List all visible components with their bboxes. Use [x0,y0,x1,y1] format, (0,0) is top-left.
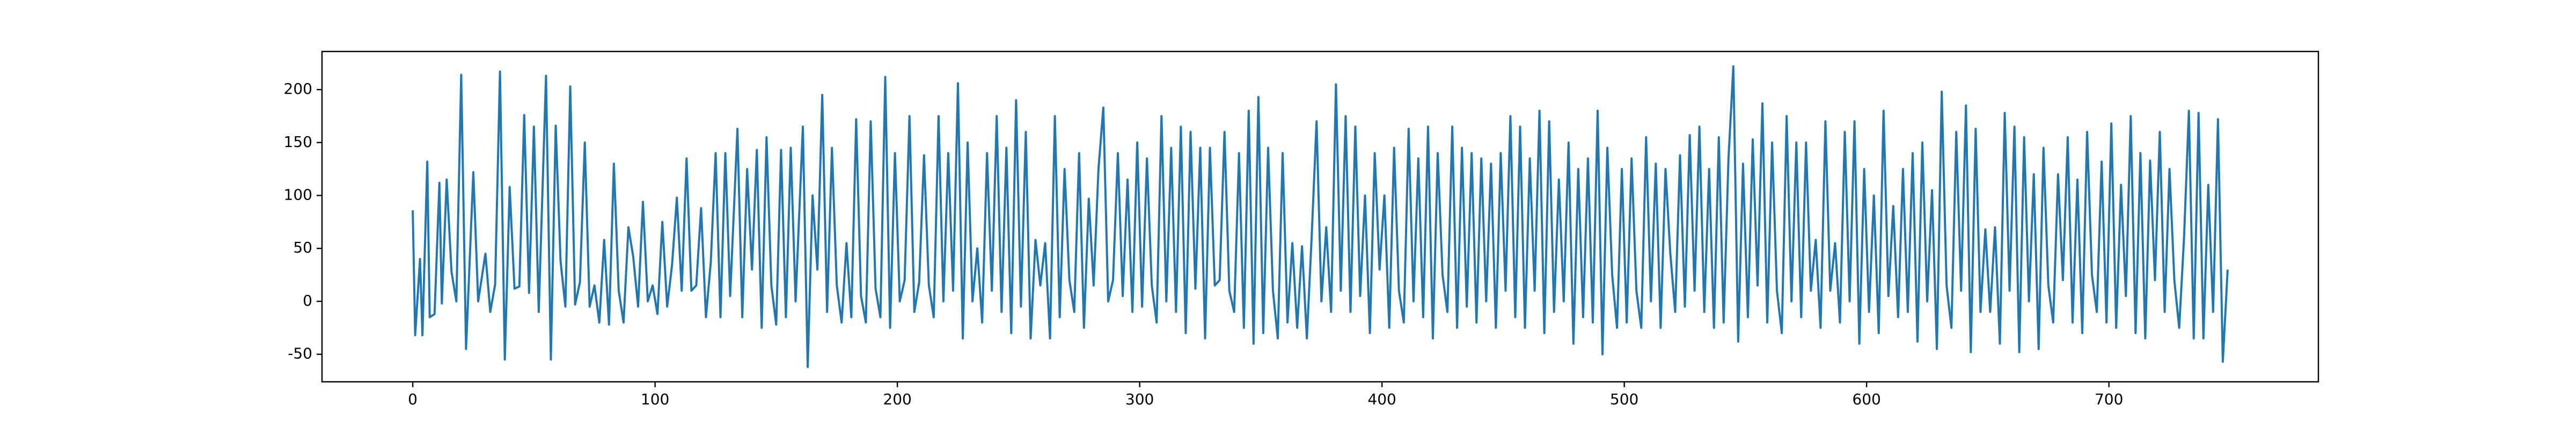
y-tick-label: 0 [303,292,312,309]
x-tick-label: 400 [1367,390,1396,408]
y-tick-label: 200 [284,80,312,98]
y-tick-label: -50 [288,345,312,363]
x-tick-label: 600 [1852,390,1880,408]
x-tick-label: 0 [408,390,418,408]
x-tick-label: 700 [2095,390,2123,408]
x-tick-label: 200 [883,390,911,408]
plot-frame [321,50,2319,383]
data-line [412,65,2229,368]
x-tick-label: 500 [1610,390,1638,408]
y-tick-label: 50 [293,239,312,256]
x-tick-label: 100 [641,390,669,408]
y-tick-label: 100 [284,186,312,204]
y-tick-label: 150 [284,133,312,151]
x-tick-label: 300 [1125,390,1154,408]
